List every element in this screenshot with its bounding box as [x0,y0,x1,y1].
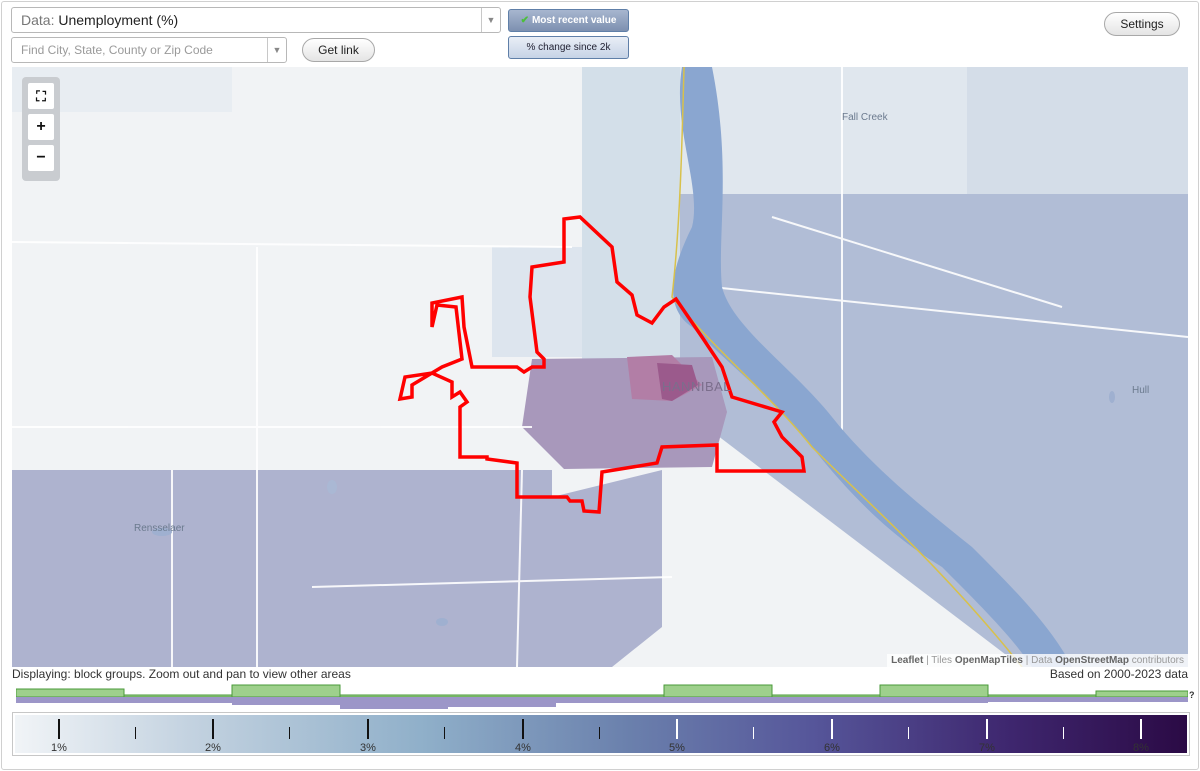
legend-label: 3% [360,742,376,754]
zoom-controls: ⛶ + − [22,77,60,181]
unknown-marker: ? [1189,690,1195,700]
map-attribution: Leaflet | Tiles OpenMapTiles | Data Open… [887,654,1188,667]
zoom-out-button[interactable]: − [28,145,54,171]
legend-label: 2% [205,742,221,754]
map-view[interactable]: HANNIBAL Fall Creek Hull Rensselaer ⛶ + … [12,67,1188,667]
zoom-in-button[interactable]: + [28,114,54,140]
legend-gradient: 1% 2% 3% 4% 5% 6% 7% 8% [15,715,1187,754]
legend-label: 4% [515,742,531,754]
pct-change-toggle[interactable]: % change since 2k [508,36,629,59]
place-label-rensselaer: Rensselaer [134,523,185,534]
city-boundary [397,215,807,514]
legend-tick [986,719,988,739]
lake [436,618,448,626]
most-recent-label: Most recent value [531,15,617,26]
check-icon: ✔ [520,15,529,26]
legend-tick [367,719,369,739]
legend-tick [522,719,524,739]
legend-label: 1% [51,742,67,754]
block-group-area [582,67,680,367]
state-border-line [671,67,1023,667]
attrib-sep: | Tiles [923,655,955,666]
legend-tick [212,719,214,739]
block-group-area [967,67,1188,194]
openmaptiles-link[interactable]: OpenMapTiles [954,655,1023,666]
based-on-text: Based on 2000-2023 data [1049,667,1188,681]
lake [152,528,172,536]
attrib-sep: | Data [1023,655,1056,666]
legend-label: 8% [1133,742,1149,754]
chevron-down-icon[interactable]: ▼ [267,38,286,62]
data-select-value: Unemployment (%) [58,12,179,28]
histogram-green [16,684,1188,698]
block-group-area [680,194,1188,667]
block-group-area [680,67,967,194]
map-canvas[interactable] [12,67,1188,667]
legend-label: 6% [824,742,840,754]
legend-tick [1140,719,1142,739]
data-select-label: Data: [21,12,55,28]
block-group-area [657,363,698,401]
block-group-area [12,470,662,667]
legend-tick [599,727,600,739]
lake [1109,391,1115,403]
city-label: HANNIBAL [662,379,732,394]
legend-tick [753,727,754,739]
chevron-down-icon[interactable]: ▼ [481,8,500,32]
block-group-area [522,357,727,469]
leaflet-link[interactable]: Leaflet [891,655,924,666]
settings-button[interactable]: Settings [1104,12,1180,36]
search-placeholder: Find City, State, County or Zip Code [21,43,213,57]
place-label-fall-creek: Fall Creek [842,112,888,123]
legend-tick [444,727,445,739]
search-input[interactable]: Find City, State, County or Zip Code ▼ [11,37,287,63]
legend-tick [58,719,60,739]
displaying-text: Displaying: block groups. Zoom out and p… [12,667,351,681]
histogram-purple [16,697,1188,709]
legend-tick [1063,727,1064,739]
legend-label: 7% [979,742,995,754]
legend-label: 5% [669,742,685,754]
block-group-area [12,67,232,112]
fullscreen-icon[interactable]: ⛶ [28,83,54,109]
get-link-button[interactable]: Get link [302,38,375,62]
legend-tick [289,727,290,739]
lake [327,480,337,494]
legend-tick [676,719,678,739]
attrib-contrib: contributors [1128,655,1184,666]
roads [12,67,1188,667]
legend-tick [908,727,909,739]
legend-tick [831,719,833,739]
color-legend: 1% 2% 3% 4% 5% 6% 7% 8% [12,712,1190,756]
distribution-histogram [16,684,1188,709]
place-label-hull: Hull [1132,385,1150,396]
legend-tick [135,727,136,739]
openstreetmap-link[interactable]: OpenStreetMap [1055,655,1129,666]
most-recent-value-toggle[interactable]: ✔ Most recent value [508,9,629,32]
river-water [673,67,1072,667]
data-select[interactable]: Data: Unemployment (%) ▼ [11,7,501,33]
